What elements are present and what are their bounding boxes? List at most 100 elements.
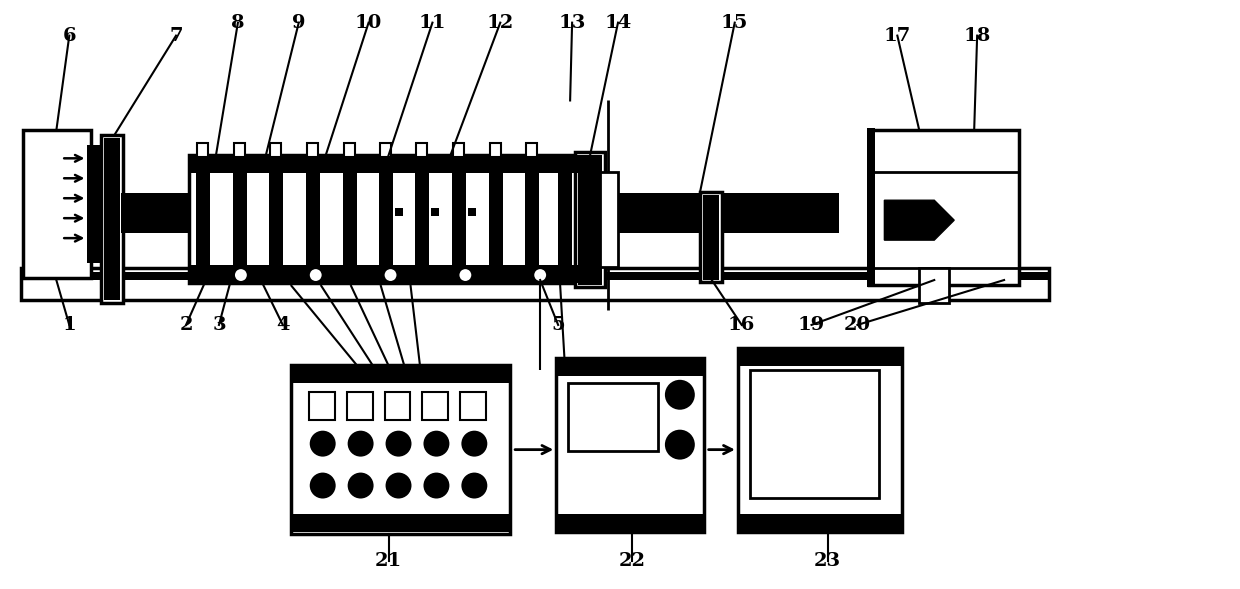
Text: 1: 1 [62, 316, 76, 334]
Text: 11: 11 [419, 14, 446, 32]
Text: 12: 12 [486, 14, 513, 32]
Circle shape [424, 431, 449, 456]
Bar [490, 143, 501, 157]
Text: 21: 21 [374, 552, 402, 570]
Bar [270, 143, 280, 157]
Text: 10: 10 [355, 14, 382, 32]
Bar [290, 365, 510, 534]
Bar [423, 392, 449, 420]
Bar [578, 155, 603, 285]
Circle shape [234, 268, 248, 282]
Text: 3: 3 [212, 316, 226, 334]
Bar [919, 268, 950, 303]
Bar [575, 153, 605, 287]
Circle shape [461, 431, 487, 456]
Text: 16: 16 [728, 316, 755, 334]
Circle shape [533, 268, 547, 282]
Circle shape [424, 472, 449, 498]
Bar [290, 365, 510, 383]
Bar [309, 392, 335, 420]
Circle shape [347, 472, 373, 498]
Bar [557, 514, 704, 532]
Circle shape [665, 430, 694, 459]
Polygon shape [884, 200, 955, 240]
Bar [21, 268, 1049, 300]
Bar [490, 173, 503, 265]
Bar [379, 143, 391, 157]
Bar [188, 155, 578, 173]
Bar [102, 135, 123, 303]
Bar [342, 173, 357, 265]
Bar [558, 173, 572, 265]
Bar [188, 265, 578, 283]
Bar [417, 143, 428, 157]
Bar [432, 208, 439, 216]
Bar [557, 358, 704, 532]
Bar [454, 143, 464, 157]
Bar [526, 173, 539, 265]
Text: 9: 9 [291, 14, 305, 32]
Text: 4: 4 [277, 316, 290, 334]
Bar [188, 155, 578, 283]
Bar [378, 173, 393, 265]
Bar [526, 143, 537, 157]
Text: 20: 20 [844, 316, 870, 334]
Bar [269, 173, 283, 265]
Bar [394, 208, 403, 216]
Text: 23: 23 [813, 552, 841, 570]
Bar [453, 173, 466, 265]
Circle shape [461, 472, 487, 498]
Circle shape [386, 472, 412, 498]
Bar [122, 193, 541, 233]
Text: 6: 6 [62, 27, 76, 45]
Bar [869, 130, 1019, 285]
Circle shape [665, 380, 694, 410]
Text: 19: 19 [797, 316, 825, 334]
Text: 8: 8 [231, 14, 244, 32]
Text: 18: 18 [963, 27, 991, 45]
Bar [600, 173, 618, 267]
Text: 13: 13 [558, 14, 585, 32]
Text: 2: 2 [180, 316, 192, 334]
Bar [557, 358, 704, 376]
Circle shape [347, 431, 373, 456]
Bar [415, 173, 429, 265]
Bar [469, 208, 476, 216]
Bar [703, 195, 719, 280]
Circle shape [310, 472, 336, 498]
Text: 7: 7 [170, 27, 182, 45]
Bar [306, 173, 320, 265]
Text: 17: 17 [884, 27, 911, 45]
Bar [87, 145, 102, 263]
Bar [568, 383, 658, 451]
Circle shape [459, 268, 472, 282]
Bar [460, 392, 486, 420]
Text: 5: 5 [552, 316, 565, 334]
Bar [738, 514, 903, 532]
Bar [738, 348, 903, 532]
Bar [104, 138, 120, 300]
Bar [306, 143, 317, 157]
Bar [615, 193, 839, 233]
Bar [21, 272, 1049, 280]
Bar [233, 173, 247, 265]
Bar [699, 192, 722, 282]
Bar [738, 348, 903, 366]
Bar [750, 370, 879, 498]
Bar [347, 392, 372, 420]
Circle shape [310, 431, 336, 456]
Text: 14: 14 [604, 14, 631, 32]
Bar [290, 514, 510, 532]
Bar [868, 128, 875, 287]
Circle shape [383, 268, 398, 282]
Bar [234, 143, 244, 157]
Bar [24, 130, 92, 278]
Bar [343, 143, 355, 157]
Bar [196, 173, 210, 265]
Text: 15: 15 [720, 14, 749, 32]
Bar [197, 143, 208, 157]
Circle shape [309, 268, 322, 282]
Circle shape [386, 431, 412, 456]
Bar [384, 392, 410, 420]
Text: 22: 22 [619, 552, 646, 570]
